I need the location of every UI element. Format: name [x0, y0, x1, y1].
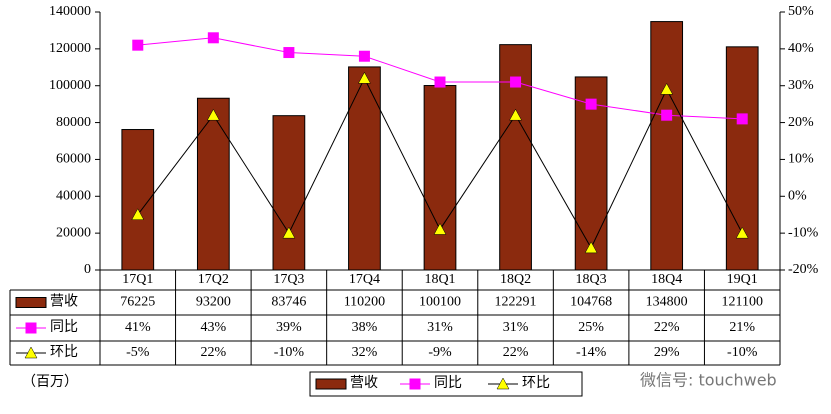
table-cell: 25%: [578, 320, 604, 335]
table-cell: 21%: [729, 320, 755, 335]
table-cell: 22%: [654, 320, 680, 335]
bar: [348, 66, 381, 271]
y2-tick-label: 20%: [788, 115, 814, 130]
bar: [650, 21, 684, 271]
square-marker: [207, 32, 219, 44]
y-tick-label: 40000: [56, 189, 91, 204]
table-cell: 93200: [196, 295, 231, 310]
square-marker: [585, 98, 597, 110]
x-tick-label: 18Q3: [576, 272, 607, 287]
square-marker: [510, 76, 522, 88]
triangle-marker: [206, 108, 220, 121]
square-marker: [283, 47, 295, 59]
y-tick-label: 100000: [49, 78, 91, 93]
x-tick-label: 17Q2: [198, 272, 229, 287]
table-cell: 110200: [344, 295, 385, 310]
y2-tick-label: 10%: [788, 152, 814, 167]
table-cell: 134800: [646, 295, 688, 310]
table-row-name: 营收: [50, 294, 78, 310]
legend-swatch: [315, 378, 347, 390]
table-cell: 76225: [120, 295, 155, 310]
bar: [272, 115, 306, 271]
y2-tick-label: 40%: [788, 41, 814, 56]
triangle-marker: [509, 108, 522, 121]
table-cell: 122291: [495, 295, 537, 310]
legend-box: [309, 371, 583, 397]
x-tick-label: 19Q1: [727, 272, 758, 287]
bar: [121, 129, 155, 271]
y-tick-label: 60000: [56, 152, 91, 167]
triangle-marker: [660, 82, 674, 95]
x-tick-label: 17Q4: [349, 272, 380, 287]
square-marker: [661, 109, 673, 121]
table-cell: 104768: [570, 295, 612, 310]
triangle-marker: [496, 377, 510, 390]
table-cell: 38%: [352, 320, 378, 335]
triangle-marker: [735, 226, 749, 239]
y2-tick-label: 50%: [788, 4, 814, 19]
square-marker: [434, 76, 446, 88]
y2-tick-label: 30%: [788, 78, 814, 93]
table-cell: -9%: [428, 345, 452, 360]
table-cell: 43%: [200, 320, 226, 335]
table-cell: 32%: [352, 345, 378, 360]
unit-note: （百万）: [22, 374, 78, 390]
table-cell: -5%: [126, 345, 150, 360]
x-tick-label: 18Q1: [424, 272, 455, 287]
square-marker: [736, 113, 748, 125]
table-cell: 41%: [125, 320, 151, 335]
table-cell: 121100: [721, 295, 762, 310]
bar: [196, 97, 230, 271]
square-marker: [409, 378, 421, 390]
y-tick-label: 20000: [56, 225, 91, 240]
table-cell: -10%: [727, 345, 758, 360]
table-cell: 83746: [271, 295, 306, 310]
square-marker: [358, 50, 370, 62]
legend-label: 营收: [350, 375, 378, 391]
triangle-marker: [433, 222, 447, 235]
table-cell: 22%: [200, 345, 226, 360]
legend-swatch: [15, 297, 47, 308]
y2-tick-label: -20%: [788, 262, 819, 277]
triangle-marker: [584, 241, 598, 254]
table-row-name: 环比: [50, 344, 78, 360]
y-tick-label: 140000: [49, 4, 91, 19]
y-tick-label: 80000: [56, 115, 91, 130]
y-tick-label: 0: [84, 262, 91, 277]
table-cell: 31%: [503, 320, 529, 335]
table-cell: 29%: [654, 345, 680, 360]
y2-tick-label: 0%: [788, 189, 807, 204]
x-tick-label: 17Q1: [122, 272, 153, 287]
x-tick-label: 18Q4: [651, 272, 682, 287]
table-cell: 31%: [427, 320, 453, 335]
square-marker: [25, 322, 37, 334]
legend-label: 同比: [434, 375, 462, 391]
table-cell: 100100: [419, 295, 461, 310]
table-cell: -10%: [274, 345, 305, 360]
x-tick-label: 17Q3: [273, 272, 304, 287]
table-cell: 39%: [276, 320, 302, 335]
triangle-marker: [282, 226, 296, 239]
watermark: 微信号: touchweb: [640, 371, 777, 390]
y2-tick-label: -10%: [788, 225, 819, 240]
y-tick-label: 120000: [49, 41, 91, 56]
table-cell: 22%: [503, 345, 529, 360]
x-tick-label: 18Q2: [500, 272, 531, 287]
table-row-name: 同比: [50, 319, 78, 335]
legend-label: 环比: [522, 375, 550, 391]
bar: [423, 85, 457, 271]
square-marker: [132, 39, 144, 51]
triangle-marker: [24, 346, 38, 359]
table-cell: -14%: [576, 345, 607, 360]
triangle-marker: [131, 208, 145, 220]
triangle-marker: [358, 71, 371, 84]
